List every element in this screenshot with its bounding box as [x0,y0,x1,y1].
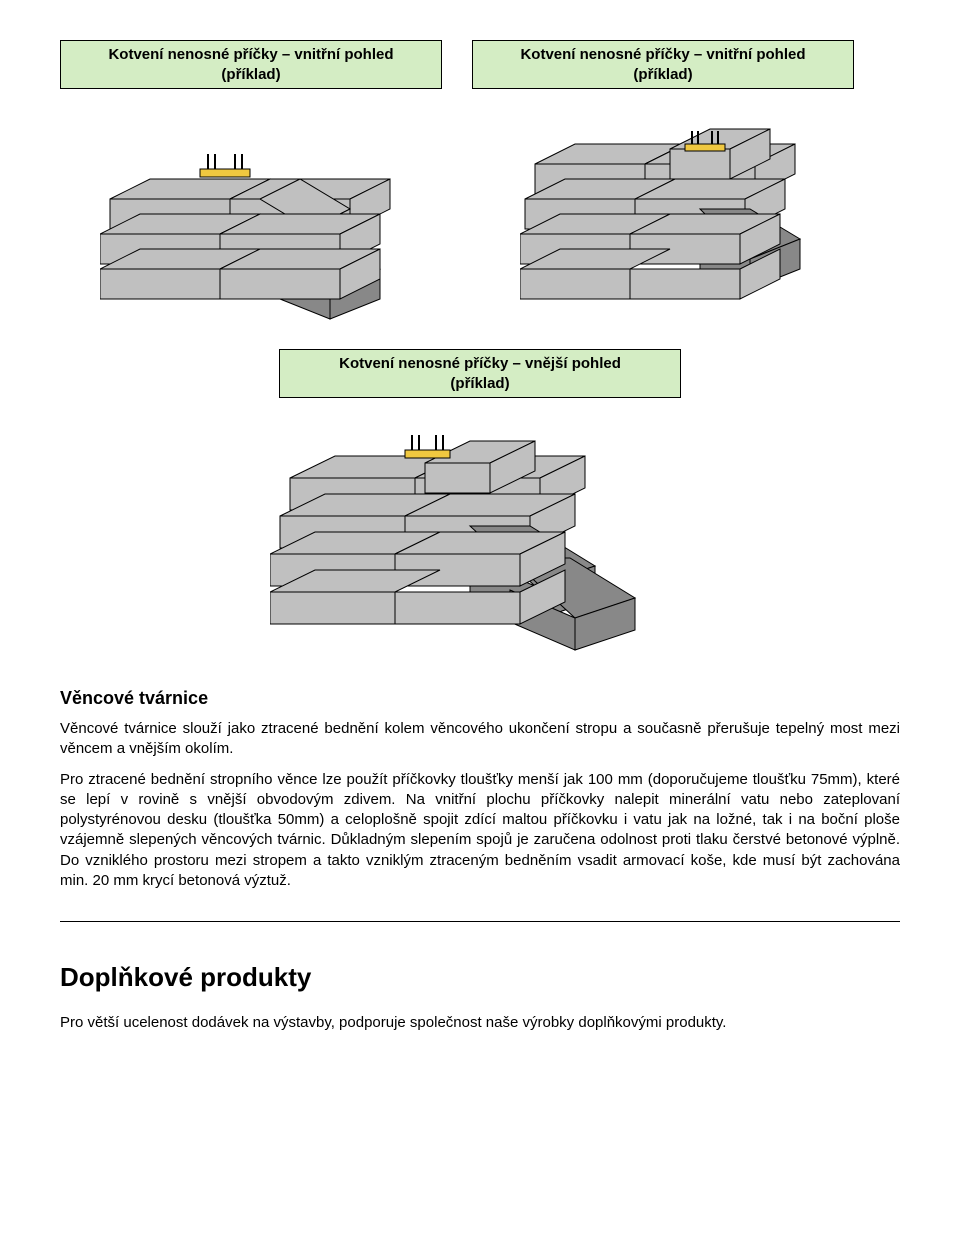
para-2: Pro ztracené bednění stropního věnce lze… [60,770,900,892]
diagram-outer [60,408,900,658]
divider [60,921,900,922]
para-3: Pro větší ucelenost dodávek na výstavby,… [60,1013,900,1033]
para-1: Věncové tvárnice slouží jako ztracené be… [60,719,900,760]
label-top-right: Kotvení nenosné příčky – vnitřní pohled(… [472,40,854,89]
diagram-inner-2 [510,99,870,329]
heading-vencove: Věncové tvárnice [60,688,900,709]
label-middle: Kotvení nenosné příčky – vnější pohled(p… [279,349,681,398]
diagram-inner-1 [90,99,450,329]
label-top-left: Kotvení nenosné příčky – vnitřní pohled(… [60,40,442,89]
heading-doplnkove: Doplňkové produkty [60,962,900,993]
